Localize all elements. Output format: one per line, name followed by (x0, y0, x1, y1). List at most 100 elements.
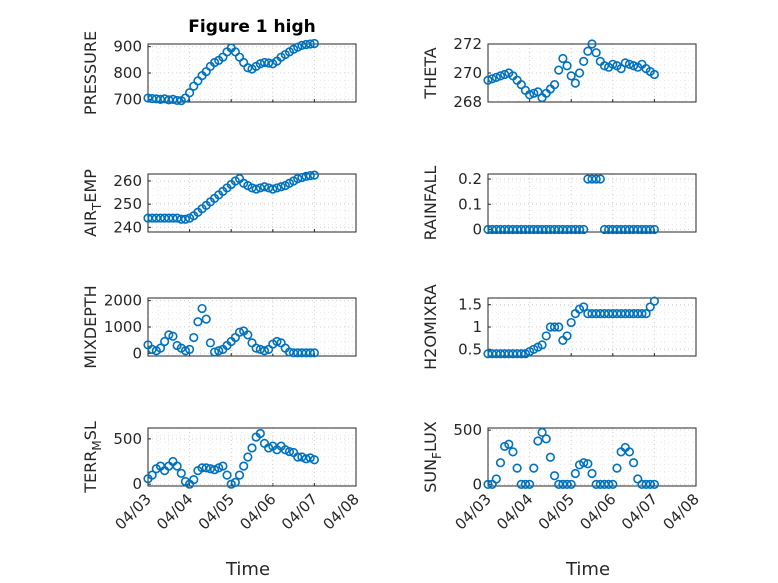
data-point (222, 470, 232, 480)
data-point (205, 338, 215, 348)
y-tick-label: 0.5 (458, 340, 482, 358)
data-point (272, 183, 282, 193)
axes-box (487, 43, 697, 103)
data-point (268, 184, 278, 194)
data-point (180, 346, 191, 356)
data-point (180, 214, 191, 224)
y-axis-label: PRESSURE (81, 31, 100, 115)
data-point (583, 459, 593, 469)
data-point (243, 330, 253, 340)
data-point (628, 61, 639, 71)
data-point (628, 458, 639, 468)
data-point (297, 172, 307, 183)
y-tick-label: 260 (113, 172, 142, 190)
data-point (201, 463, 211, 473)
data-point (570, 78, 580, 88)
data-point (649, 296, 660, 306)
data-point (645, 302, 655, 312)
data-point (259, 182, 270, 192)
data-point (595, 174, 605, 184)
data-point (516, 79, 526, 90)
data-point (545, 452, 556, 462)
data-point (529, 463, 539, 473)
data-point (309, 348, 320, 358)
data-point (554, 65, 564, 75)
y-axis-label: RAINFALL (421, 166, 440, 241)
data-point (558, 53, 568, 64)
x-tick-label: 04/04 (493, 490, 536, 533)
data-point (193, 317, 203, 327)
data-point (574, 224, 585, 235)
data-point (537, 427, 547, 437)
y-axis-label: SUNFLUX (421, 421, 444, 493)
data-point (251, 343, 261, 353)
data-point (309, 455, 320, 465)
data-point (197, 303, 207, 314)
y-axis-label: MIXDEPTH (81, 285, 100, 368)
axes-box (487, 297, 697, 357)
data-point (624, 59, 635, 69)
data-point (508, 447, 518, 457)
y-tick-label: 1.5 (458, 296, 482, 314)
x-tick-label: 04/03 (452, 490, 495, 533)
y-tick-label: 0 (472, 220, 482, 238)
data-point (516, 349, 526, 359)
data-point (168, 331, 178, 341)
y-tick-label: 0 (132, 344, 142, 362)
data-point (616, 64, 626, 74)
data-point (230, 477, 240, 487)
x-tick-label: 04/04 (153, 490, 196, 533)
data-point (495, 458, 506, 468)
data-point (533, 436, 543, 446)
data-point (214, 463, 224, 473)
data-point (172, 213, 182, 223)
data-point (201, 314, 211, 324)
y-tick-label: 0 (472, 475, 482, 493)
y-tick-label: 250 (113, 195, 142, 213)
data-point (293, 174, 303, 184)
data-point (483, 75, 493, 85)
data-point (537, 340, 547, 350)
y-tick-label: 2000 (104, 292, 142, 310)
data-point (226, 479, 236, 489)
x-tick-label: 04/05 (195, 490, 238, 533)
data-point (301, 39, 311, 50)
data-point (251, 184, 261, 194)
data-point (570, 468, 580, 479)
data-point (541, 331, 551, 341)
y-tick-label: 700 (113, 90, 142, 108)
y-tick-label: 500 (453, 421, 482, 439)
y-tick-label: 1 (472, 318, 482, 336)
data-point (637, 309, 647, 319)
x-axis-label: Time (225, 559, 270, 580)
y-tick-label: 270 (453, 64, 482, 82)
data-point (512, 463, 522, 473)
y-tick-label: 800 (113, 64, 142, 82)
data-point (218, 461, 228, 471)
y-tick-label: 500 (113, 430, 142, 448)
x-tick-label: 04/07 (278, 490, 321, 533)
data-point (147, 344, 157, 355)
data-point (649, 69, 660, 80)
data-point (172, 95, 182, 106)
data-point (164, 330, 174, 340)
data-point (172, 461, 182, 471)
data-point (645, 224, 655, 235)
data-point (176, 214, 186, 224)
y-axis-label: AIRTEMP (81, 169, 104, 237)
data-point (624, 447, 635, 457)
data-point (529, 88, 539, 98)
data-point (562, 61, 572, 71)
data-point (504, 439, 514, 449)
x-tick-label: 04/03 (112, 490, 155, 533)
data-point (483, 479, 493, 489)
subplot-3: 240 250 260 AIRTEMP (81, 169, 357, 237)
data-point (533, 87, 543, 97)
data-point (520, 479, 531, 489)
data-point (495, 71, 506, 81)
data-point (305, 39, 315, 49)
data-point (264, 58, 274, 68)
data-point (562, 479, 572, 489)
x-tick-label: 04/07 (618, 490, 661, 533)
